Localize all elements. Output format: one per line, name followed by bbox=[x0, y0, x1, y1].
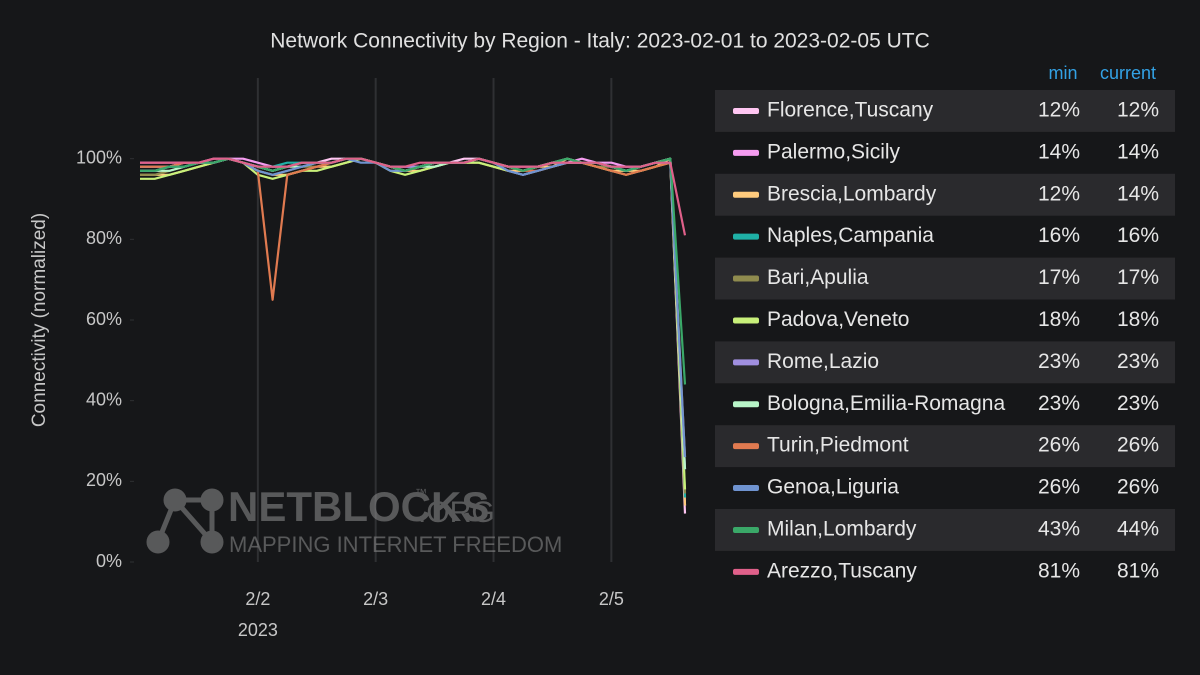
legend-label: Brescia,Lombardy bbox=[767, 182, 937, 205]
legend-current: 23% bbox=[1117, 350, 1159, 373]
legend-column-header: min bbox=[1048, 63, 1077, 83]
legend-label: Bari,Apulia bbox=[767, 266, 869, 289]
legend-min: 17% bbox=[1038, 266, 1080, 289]
legend-swatch bbox=[733, 401, 759, 408]
legend-swatch bbox=[733, 443, 759, 450]
legend-label: Rome,Lazio bbox=[767, 350, 879, 373]
legend-current: 23% bbox=[1117, 392, 1159, 415]
x-sublabel: 2023 bbox=[238, 620, 278, 640]
legend-swatch bbox=[733, 275, 759, 282]
legend-label: Turin,Piedmont bbox=[767, 434, 909, 457]
legend-current: 44% bbox=[1117, 517, 1159, 540]
watermark-tagline: MAPPING INTERNET FREEDOM bbox=[229, 532, 562, 557]
legend-label: Bologna,Emilia-Romagna bbox=[767, 392, 1005, 415]
legend-label: Florence,Tuscany bbox=[767, 98, 934, 121]
legend-current: 14% bbox=[1117, 182, 1159, 205]
legend-min: 12% bbox=[1038, 98, 1080, 121]
legend-row-bg bbox=[715, 90, 1175, 132]
legend-swatch bbox=[733, 317, 759, 324]
y-tick-label: 80% bbox=[86, 228, 122, 248]
y-tick-label: 40% bbox=[86, 389, 122, 409]
legend-swatch bbox=[733, 359, 759, 366]
legend-label: Milan,Lombardy bbox=[767, 517, 917, 540]
legend-min: 23% bbox=[1038, 350, 1080, 373]
watermark-tld: .ORG bbox=[418, 496, 495, 529]
y-tick-label: 20% bbox=[86, 470, 122, 490]
legend-min: 23% bbox=[1038, 392, 1080, 415]
chart-title: Network Connectivity by Region - Italy: … bbox=[270, 30, 930, 53]
y-tick-label: 100% bbox=[76, 147, 122, 167]
y-tick-label: 60% bbox=[86, 309, 122, 329]
legend-label: Arezzo,Tuscany bbox=[767, 559, 917, 582]
legend-current: 14% bbox=[1117, 140, 1159, 163]
legend-label: Genoa,Liguria bbox=[767, 476, 899, 499]
y-axis-label: Connectivity (normalized) bbox=[29, 213, 50, 427]
legend-label: Naples,Campania bbox=[767, 224, 934, 247]
legend-min: 12% bbox=[1038, 182, 1080, 205]
x-tick-label: 2/5 bbox=[599, 589, 624, 609]
legend-swatch bbox=[733, 233, 759, 240]
legend-min: 18% bbox=[1038, 308, 1080, 331]
legend-min: 81% bbox=[1038, 559, 1080, 582]
legend-row-bg bbox=[715, 341, 1175, 384]
legend-current: 26% bbox=[1117, 476, 1159, 499]
legend-row-bg bbox=[715, 257, 1175, 300]
legend-current: 17% bbox=[1117, 266, 1159, 289]
legend-current: 26% bbox=[1117, 434, 1159, 457]
legend-current: 16% bbox=[1117, 224, 1159, 247]
legend-label: Padova,Veneto bbox=[767, 308, 909, 331]
x-tick-label: 2/2 bbox=[245, 589, 270, 609]
legend-current: 12% bbox=[1117, 98, 1159, 121]
legend-swatch bbox=[733, 526, 759, 533]
legend-min: 14% bbox=[1038, 140, 1080, 163]
legend-min: 43% bbox=[1038, 517, 1080, 540]
series-line bbox=[140, 157, 687, 236]
legend-row-bg bbox=[715, 425, 1175, 468]
watermark-logo bbox=[146, 488, 224, 554]
watermark: NETBLOCKS ™ .ORG MAPPING INTERNET FREEDO… bbox=[146, 483, 562, 557]
legend-min: 26% bbox=[1038, 434, 1080, 457]
y-tick-label: 0% bbox=[96, 551, 122, 571]
legend-swatch bbox=[733, 149, 759, 156]
legend-current: 18% bbox=[1117, 308, 1159, 331]
legend-current: 81% bbox=[1117, 559, 1159, 582]
legend-swatch bbox=[733, 107, 759, 114]
watermark-tm: ™ bbox=[415, 486, 427, 500]
legend-swatch bbox=[733, 568, 759, 575]
x-tick-label: 2/3 bbox=[363, 589, 388, 609]
legend-min: 26% bbox=[1038, 476, 1080, 499]
watermark-brand: NETBLOCKS bbox=[228, 483, 489, 530]
legend-row-bg bbox=[715, 509, 1175, 551]
legend-row-bg bbox=[715, 173, 1175, 216]
legend-column-header: current bbox=[1100, 63, 1156, 83]
legend-swatch bbox=[733, 485, 759, 492]
legend-swatch bbox=[733, 191, 759, 198]
x-tick-label: 2/4 bbox=[481, 589, 506, 609]
legend-label: Palermo,Sicily bbox=[767, 140, 901, 163]
legend-min: 16% bbox=[1038, 224, 1080, 247]
